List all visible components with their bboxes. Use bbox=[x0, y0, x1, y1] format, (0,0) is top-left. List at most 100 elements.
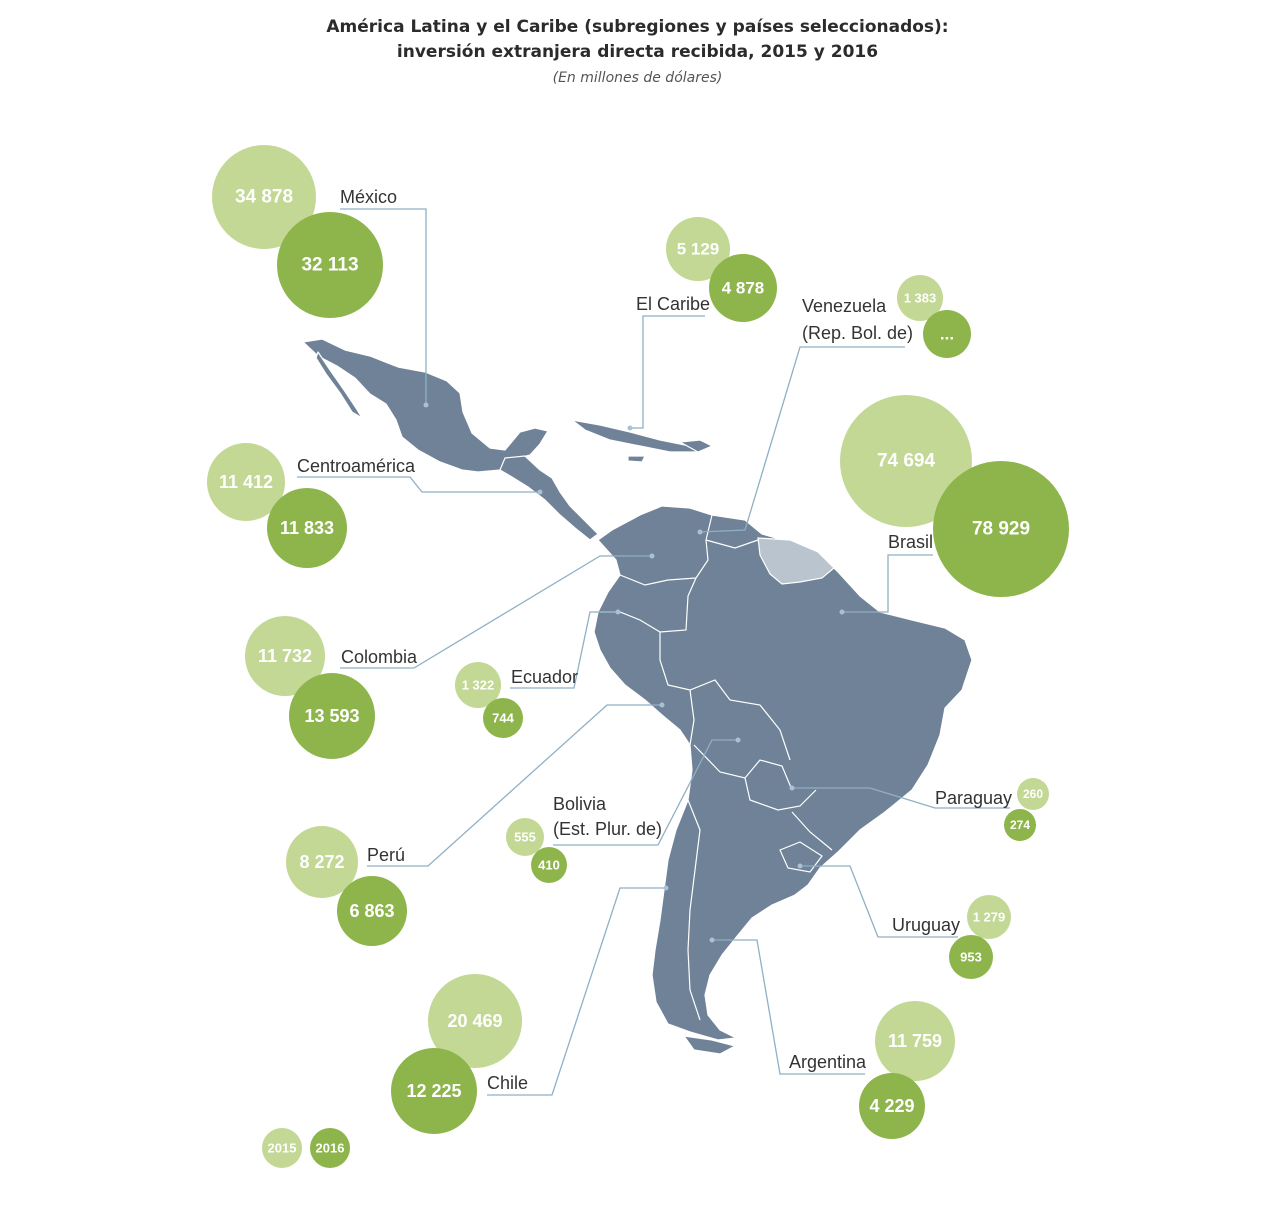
bubble-ecuador-2016 bbox=[483, 698, 523, 738]
value-argentina-2015: 11 759 bbox=[888, 1031, 942, 1051]
bubble-venezuela-2015 bbox=[897, 275, 943, 321]
value-caribe-2016: 4 878 bbox=[722, 279, 765, 298]
anchor-brasil bbox=[839, 609, 845, 615]
land-hispaniola bbox=[679, 439, 713, 453]
land-guianas bbox=[757, 537, 835, 585]
anchor-bolivia bbox=[735, 737, 741, 743]
label-bolivia-line-2: (Est. Plur. de) bbox=[553, 819, 662, 839]
value-centroamerica-2016: 11 833 bbox=[280, 518, 334, 538]
leader-ecuador bbox=[510, 611, 618, 689]
bubble-peru-2016 bbox=[337, 876, 407, 946]
bubble-bolivia-2015 bbox=[506, 818, 544, 856]
land-tierra-del-fuego bbox=[683, 1035, 736, 1055]
value-ecuador-2015: 1 322 bbox=[462, 678, 495, 693]
bubble-brasil-2015 bbox=[840, 395, 972, 527]
chart-subtitle: (En millones de dólares) bbox=[552, 70, 723, 86]
legend-label-2015: 2015 bbox=[268, 1141, 297, 1156]
bubble-chile-2015 bbox=[428, 974, 522, 1068]
bubble-bolivia-2016 bbox=[531, 847, 567, 883]
country-borders bbox=[600, 514, 833, 1021]
bubble-paraguay-2015 bbox=[1017, 778, 1049, 810]
chart-title-line-2: inversión extranjera directa recibida, 2… bbox=[396, 42, 879, 62]
bubble-uruguay-2016 bbox=[949, 935, 993, 979]
value-mexico-2015: 34 878 bbox=[235, 187, 293, 208]
bubble-peru-2015 bbox=[286, 826, 358, 898]
bubble-brasil-2016 bbox=[933, 461, 1069, 597]
bubble-colombia-2016 bbox=[289, 673, 375, 759]
leader-venezuela bbox=[699, 346, 905, 533]
leader-colombia bbox=[340, 555, 652, 669]
value-colombia-2015: 11 732 bbox=[258, 646, 312, 666]
anchor-paraguay bbox=[789, 785, 795, 791]
value-peru-2016: 6 863 bbox=[349, 901, 394, 921]
bubble-mexico-2015 bbox=[212, 145, 316, 249]
label-mexico: México bbox=[340, 187, 397, 207]
label-venezuela-line-1: Venezuela bbox=[802, 296, 887, 316]
leader-lines bbox=[297, 208, 1010, 1096]
bubble-chile-2016 bbox=[391, 1048, 477, 1134]
land-jamaica bbox=[627, 455, 646, 463]
label-argentina: Argentina bbox=[789, 1052, 867, 1072]
value-bolivia-2016: 410 bbox=[538, 858, 560, 873]
anchor-argentina bbox=[709, 937, 715, 943]
leader-argentina bbox=[712, 939, 865, 1075]
legend-swatch-2015 bbox=[262, 1128, 302, 1168]
label-centroamerica: Centroamérica bbox=[297, 456, 416, 476]
value-chile-2016: 12 225 bbox=[406, 1081, 461, 1101]
label-colombia: Colombia bbox=[341, 647, 418, 667]
bubble-centroamerica-2016 bbox=[267, 488, 347, 568]
bubble-argentina-2016 bbox=[859, 1073, 925, 1139]
legend: 2015 2016 bbox=[262, 1128, 350, 1168]
leader-peru bbox=[367, 704, 662, 867]
anchor-colombia bbox=[649, 553, 655, 559]
label-caribe: El Caribe bbox=[636, 294, 710, 314]
anchor-centroamerica bbox=[537, 489, 543, 495]
bubble-centroamerica-2015 bbox=[207, 443, 285, 521]
anchor-ecuador bbox=[615, 609, 621, 615]
land-cuba bbox=[571, 419, 699, 453]
value-bolivia-2015: 555 bbox=[514, 830, 536, 845]
bubble-caribe-2015 bbox=[666, 217, 730, 281]
value-ecuador-2016: 744 bbox=[492, 711, 514, 726]
label-brasil: Brasil bbox=[888, 532, 933, 552]
value-venezuela-2016: ... bbox=[940, 325, 954, 344]
value-centroamerica-2015: 11 412 bbox=[219, 472, 273, 492]
value-paraguay-2016: 274 bbox=[1010, 818, 1030, 832]
label-bolivia-line-1: Bolivia bbox=[553, 794, 607, 814]
anchor-caribe bbox=[627, 425, 633, 431]
leader-chile bbox=[487, 887, 666, 1096]
bubble-colombia-2015 bbox=[245, 616, 325, 696]
label-venezuela-line-2: (Rep. Bol. de) bbox=[802, 323, 913, 343]
value-venezuela-2015: 1 383 bbox=[904, 291, 937, 306]
leader-brasil bbox=[842, 554, 933, 613]
bubble-venezuela-2016 bbox=[923, 310, 971, 358]
leader-centroamerica bbox=[297, 476, 540, 493]
bubble-argentina-2015 bbox=[875, 1001, 955, 1081]
leader-uruguay bbox=[800, 865, 958, 938]
bubble-caribe-2016 bbox=[709, 254, 777, 322]
bubble-mexico-2016 bbox=[277, 212, 383, 318]
value-colombia-2016: 13 593 bbox=[304, 706, 359, 726]
leader-paraguay bbox=[792, 787, 1010, 809]
value-peru-2015: 8 272 bbox=[299, 852, 344, 872]
label-chile: Chile bbox=[487, 1073, 528, 1093]
bubble-paraguay-2016 bbox=[1004, 809, 1036, 841]
anchor-mexico bbox=[423, 402, 429, 408]
label-uruguay: Uruguay bbox=[892, 915, 960, 935]
value-caribe-2015: 5 129 bbox=[677, 240, 720, 259]
leader-bolivia bbox=[553, 739, 738, 846]
legend-label-2016: 2016 bbox=[316, 1141, 345, 1156]
land-baja-california bbox=[315, 351, 363, 419]
legend-swatch-2016 bbox=[310, 1128, 350, 1168]
leader-caribe bbox=[630, 315, 705, 429]
anchor-venezuela bbox=[697, 529, 703, 535]
value-argentina-2016: 4 229 bbox=[869, 1096, 914, 1116]
value-brasil-2015: 74 694 bbox=[877, 451, 936, 472]
anchor-chile bbox=[663, 885, 669, 891]
value-brasil-2016: 78 929 bbox=[972, 519, 1030, 540]
bubble-layer: 34 878 32 113 México 5 129 4 878 El Cari… bbox=[207, 145, 1069, 1139]
value-paraguay-2015: 260 bbox=[1023, 787, 1043, 801]
label-peru: Perú bbox=[367, 845, 405, 865]
